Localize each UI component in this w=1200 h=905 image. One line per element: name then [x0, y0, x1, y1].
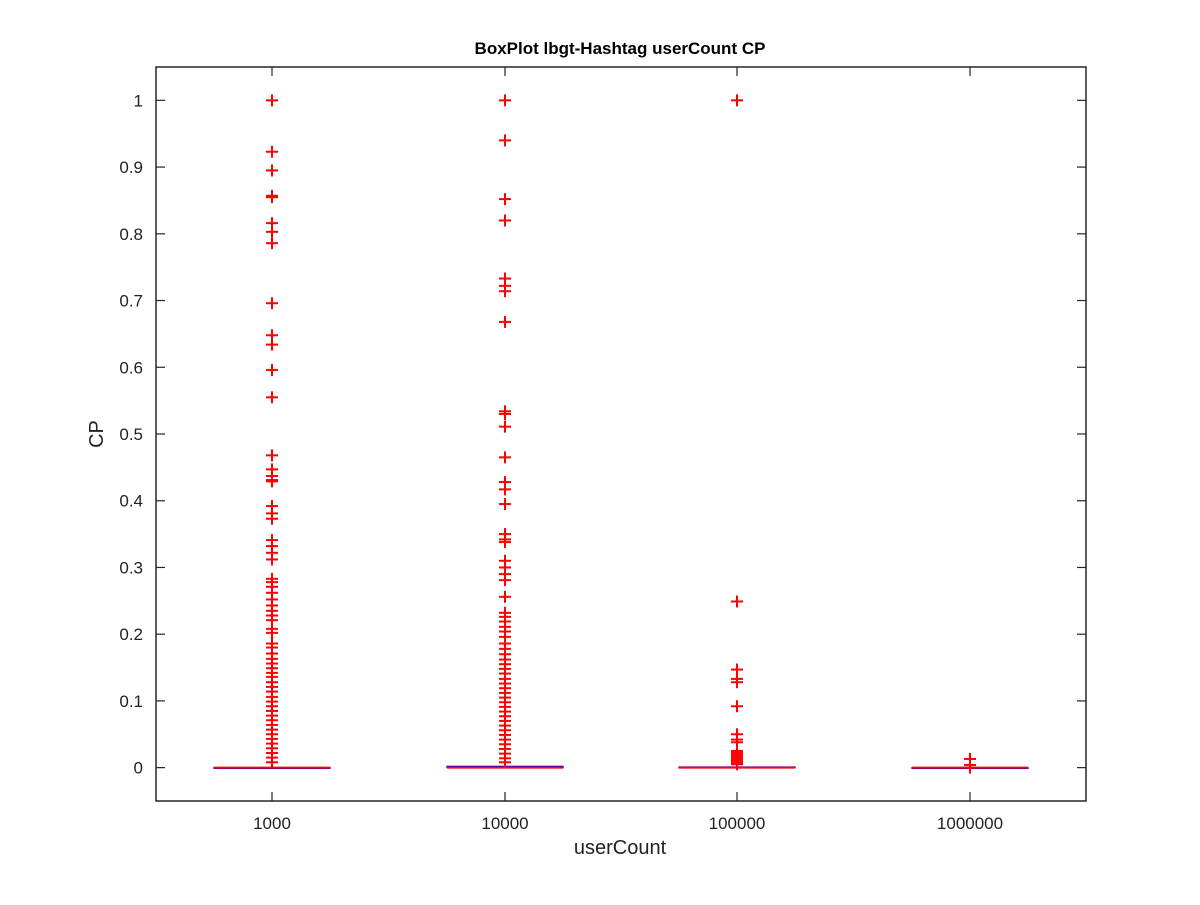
- outlier-point: [731, 700, 743, 713]
- axes-frame: [155, 66, 1087, 802]
- outlier-point: [499, 756, 511, 769]
- outlier-point: [266, 338, 278, 351]
- x-tick-label: 1000000: [937, 814, 1003, 833]
- y-tick-label: 1: [134, 91, 143, 110]
- outlier-point: [731, 676, 743, 689]
- outlier-point: [266, 449, 278, 462]
- outlier-point: [266, 237, 278, 250]
- x-tick-label: 10000: [481, 814, 528, 833]
- outlier-point: [266, 191, 278, 204]
- y-axis-title: CP: [86, 420, 108, 448]
- outlier-point: [499, 451, 511, 464]
- outlier-point: [266, 145, 278, 158]
- y-tick-label: 0: [134, 759, 143, 778]
- outlier-point: [499, 94, 511, 107]
- outlier-point: [499, 407, 511, 420]
- outlier-point: [964, 761, 976, 774]
- outlier-point: [266, 756, 278, 769]
- outlier-point: [499, 590, 511, 603]
- y-tick-label: 0.5: [119, 425, 143, 444]
- outlier-point: [266, 225, 278, 238]
- outlier-point: [499, 315, 511, 328]
- outlier-point: [266, 391, 278, 404]
- y-tick-label: 0.7: [119, 292, 143, 311]
- outlier-point: [266, 626, 278, 639]
- chart-title: BoxPlot lbgt-Hashtag userCount CP: [475, 39, 766, 58]
- y-tick-label: 0.2: [119, 625, 143, 644]
- outlier-point: [499, 193, 511, 206]
- plot-area: 0 0.1 0.2 0.3 0.4 0.5 0.6 0.7 0.8 0.9 1 1000 10000 10…: [119, 66, 1087, 833]
- outlier-point: [266, 363, 278, 376]
- outlier-point: [499, 574, 511, 587]
- x-tick-label: 1000: [253, 814, 291, 833]
- outlier-point: [499, 483, 511, 496]
- y-tick-label: 0.3: [119, 558, 143, 577]
- y-tick-label: 0.4: [119, 492, 143, 511]
- outlier-point: [499, 214, 511, 227]
- outlier-point: [266, 512, 278, 525]
- y-tick-label: 0.8: [119, 225, 143, 244]
- outlier-point: [499, 498, 511, 511]
- outlier-point: [499, 134, 511, 147]
- y-tick-label: 0.6: [119, 358, 143, 377]
- outlier-point: [731, 758, 743, 771]
- outlier-point: [266, 553, 278, 566]
- outlier-point: [499, 536, 511, 549]
- outlier-point: [266, 297, 278, 310]
- outlier-point: [731, 94, 743, 107]
- outlier-point: [266, 475, 278, 488]
- x-axis-title: userCount: [574, 837, 667, 859]
- outlier-point: [499, 285, 511, 298]
- outlier-point: [731, 595, 743, 608]
- outlier-point: [266, 164, 278, 177]
- outlier-point: [266, 94, 278, 107]
- outlier-point: [499, 420, 511, 433]
- y-tick-label: 0.1: [119, 692, 143, 711]
- y-tick-label: 0.9: [119, 158, 143, 177]
- x-tick-label: 100000: [709, 814, 766, 833]
